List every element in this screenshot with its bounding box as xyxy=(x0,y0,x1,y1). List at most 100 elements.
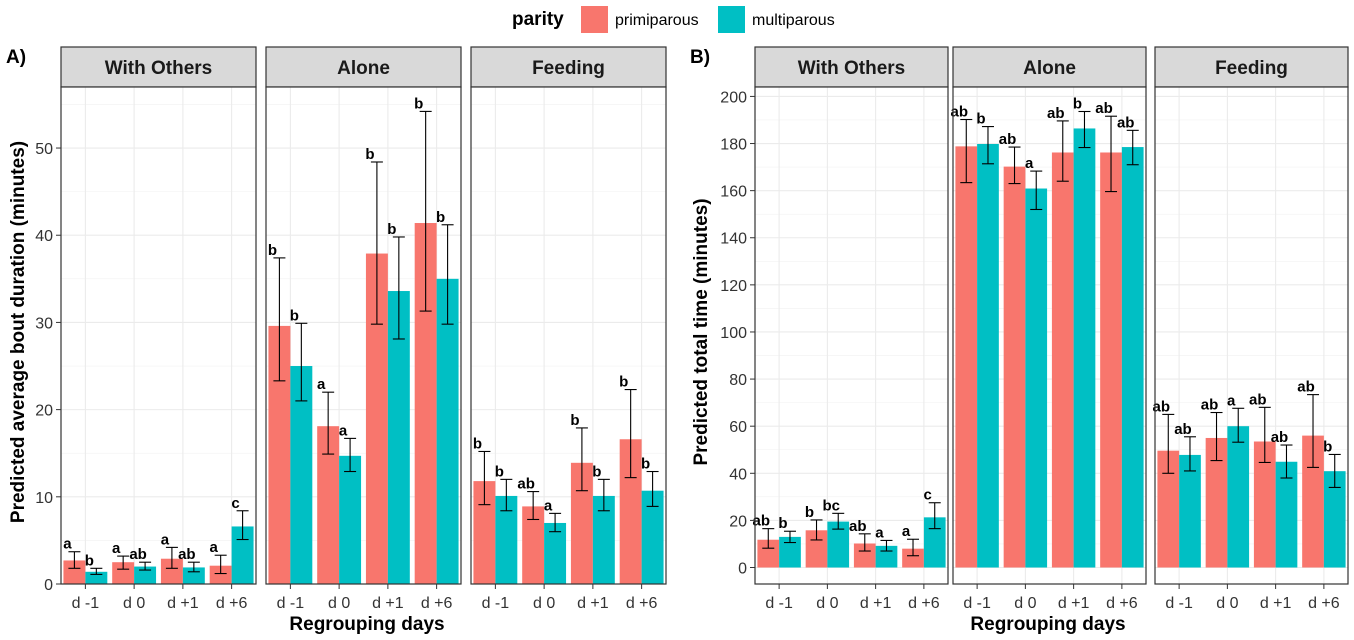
significance-letter: b xyxy=(290,307,299,324)
significance-letter: ab xyxy=(849,518,867,535)
x-tick-label: d +1 xyxy=(167,595,199,612)
significance-letter: b xyxy=(976,111,985,128)
significance-letter: a xyxy=(544,497,553,514)
y-tick-label: 10 xyxy=(35,490,53,507)
bar-primiparous xyxy=(268,325,291,584)
x-tick-label: d -1 xyxy=(963,595,991,612)
significance-letter: ab xyxy=(1174,421,1192,438)
significance-letter: c xyxy=(231,495,239,512)
x-tick-label: d +1 xyxy=(577,595,609,612)
bar-primiparous xyxy=(473,481,496,584)
y-tick-label: 0 xyxy=(44,577,53,594)
significance-letter: a xyxy=(1227,392,1236,409)
chart-b-total-time: B) Predicted total time (minutes) Regrou… xyxy=(690,46,1349,635)
legend: parity primiparous multiparous xyxy=(512,6,835,33)
bar-multiparous xyxy=(1025,188,1048,568)
bar-multiparous xyxy=(1073,128,1096,568)
facet-title: Alone xyxy=(1023,58,1076,79)
x-tick-label: d +1 xyxy=(860,595,892,612)
significance-letter: ab xyxy=(129,546,147,563)
significance-letter: b xyxy=(619,374,628,391)
bar-multiparous xyxy=(495,495,518,584)
facet-title: Feeding xyxy=(532,58,605,79)
bar-multiparous xyxy=(641,490,664,584)
x-tick-label: d -1 xyxy=(1165,595,1193,612)
legend-title: parity xyxy=(512,9,564,30)
y-tick-label: 80 xyxy=(729,372,747,389)
panel-background xyxy=(755,87,948,584)
significance-letter: ab xyxy=(1271,429,1289,446)
bar-multiparous xyxy=(1227,426,1250,568)
bar-multiparous xyxy=(827,521,850,568)
panel-border xyxy=(754,86,949,585)
bar-primiparous xyxy=(112,562,135,584)
bar-primiparous xyxy=(63,560,86,584)
significance-letter: ab xyxy=(517,476,535,493)
y-tick-label: 140 xyxy=(720,231,747,248)
y-axis-title-a: Predicted average bout duration (minutes… xyxy=(8,141,29,523)
x-tick-label: d 0 xyxy=(1216,595,1238,612)
legend-label-primiparous: primiparous xyxy=(615,12,699,29)
chart-a-bout-duration: A) Predicted average bout duration (minu… xyxy=(6,46,667,635)
significance-letter: b xyxy=(778,515,787,532)
x-tick-label: d +6 xyxy=(908,595,940,612)
x-tick-label: d +6 xyxy=(421,595,453,612)
significance-letter: b xyxy=(387,221,396,238)
y-tick-label: 20 xyxy=(729,513,747,530)
x-tick-label: d 0 xyxy=(1014,595,1036,612)
bar-primiparous xyxy=(853,543,876,568)
x-tick-label: d -1 xyxy=(765,595,793,612)
panel-border xyxy=(470,86,667,585)
x-axis-title-a: Regrouping days xyxy=(289,614,444,635)
significance-letter: bc xyxy=(822,497,840,514)
y-tick-label: 30 xyxy=(35,315,53,332)
facet-title: Alone xyxy=(337,58,390,79)
significance-letter: b xyxy=(641,456,650,473)
panel-border xyxy=(1154,86,1349,585)
bar-multiparous xyxy=(923,517,946,568)
significance-letter: b xyxy=(268,242,277,259)
bar-multiparous xyxy=(436,278,459,584)
y-axis-title-b: Predicted total time (minutes) xyxy=(691,198,712,465)
significance-letter: b xyxy=(365,146,374,163)
facet-title: With Others xyxy=(105,58,213,79)
panel-border xyxy=(952,86,1147,585)
x-axis-title-b: Regrouping days xyxy=(970,614,1125,635)
significance-letter: ab xyxy=(753,513,771,530)
significance-letter: b xyxy=(805,504,814,521)
bar-primiparous xyxy=(365,253,388,585)
x-tick-label: d +6 xyxy=(626,595,658,612)
bar-multiparous xyxy=(339,455,362,584)
significance-letter: b xyxy=(570,412,579,429)
x-tick-label: d 0 xyxy=(533,595,555,612)
significance-letter: a xyxy=(902,523,911,540)
y-tick-label: 200 xyxy=(720,89,747,106)
x-tick-label: d 0 xyxy=(328,595,350,612)
significance-letter: ab xyxy=(999,131,1017,148)
bar-multiparous xyxy=(1275,461,1298,568)
bar-multiparous xyxy=(134,566,157,584)
panel-border xyxy=(265,86,462,585)
bar-primiparous xyxy=(522,506,545,584)
bar-primiparous xyxy=(570,462,593,584)
significance-letter: a xyxy=(339,422,348,439)
bar-primiparous xyxy=(1205,437,1228,568)
facet-title: Feeding xyxy=(1215,58,1288,79)
significance-letter: ab xyxy=(1047,105,1065,122)
x-tick-label: d -1 xyxy=(482,595,510,612)
significance-letter: b xyxy=(1323,438,1332,455)
bar-multiparous xyxy=(1323,471,1346,568)
y-tick-label: 40 xyxy=(729,466,747,483)
significance-letter: b xyxy=(1073,95,1082,112)
x-tick-label: d +6 xyxy=(1308,595,1340,612)
bar-primiparous xyxy=(619,439,642,584)
significance-letter: b xyxy=(414,95,423,112)
bar-primiparous xyxy=(160,558,183,584)
significance-letter: b xyxy=(436,209,445,226)
panel-border xyxy=(60,86,257,585)
